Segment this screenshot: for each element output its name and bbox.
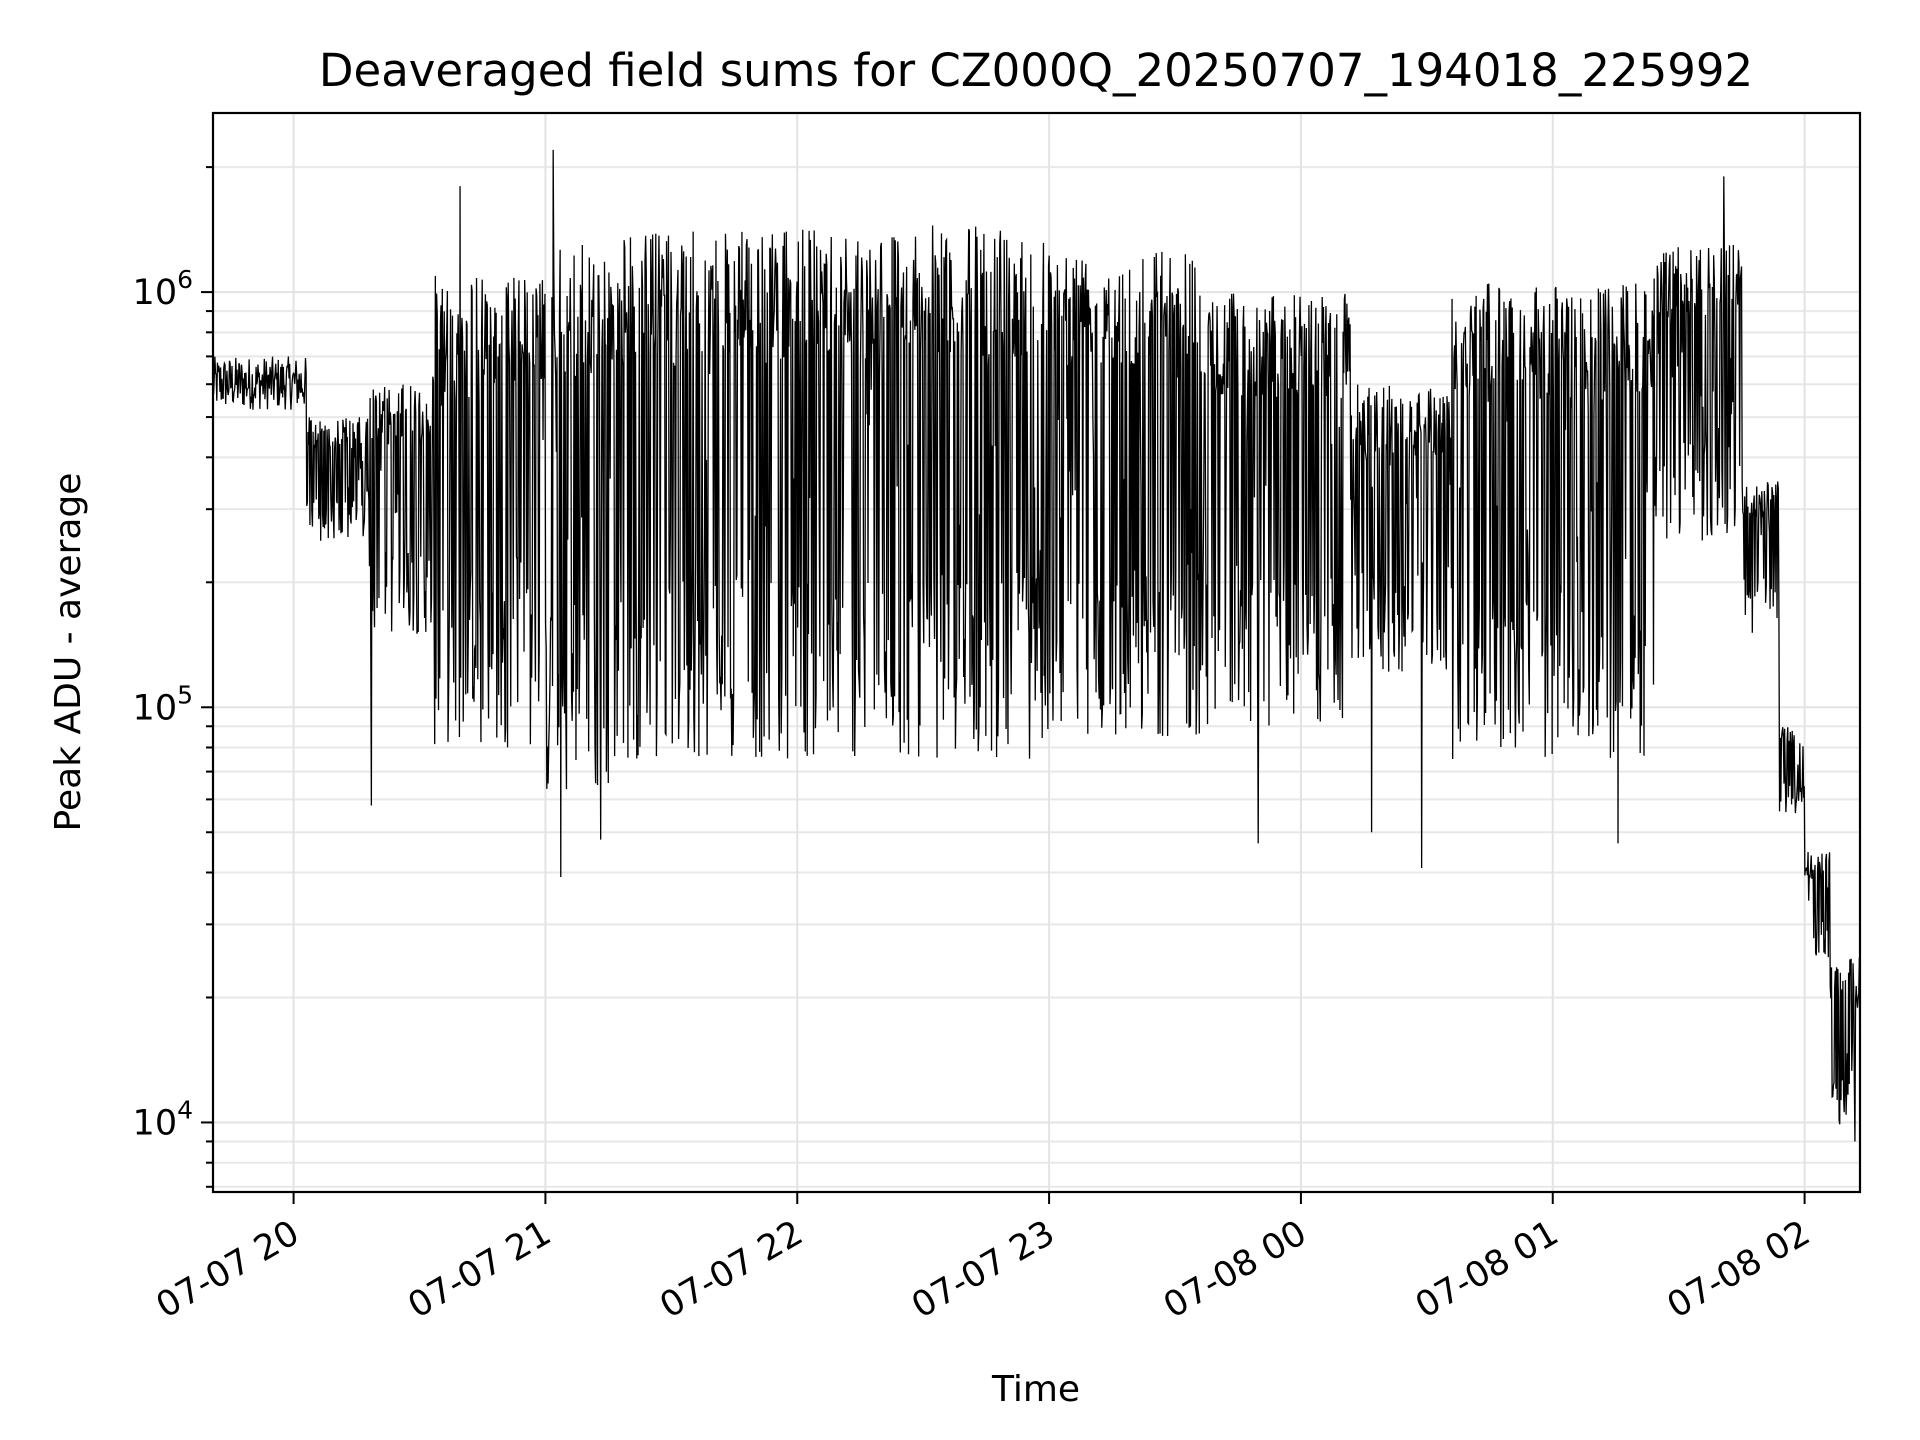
y-tick-label: 104 bbox=[133, 1095, 193, 1143]
x-tick-label: 07-07 20 bbox=[150, 1213, 306, 1326]
y-tick-label: 106 bbox=[133, 265, 193, 313]
series-line bbox=[212, 149, 1861, 1142]
x-tick-label: 07-07 22 bbox=[653, 1213, 809, 1326]
x-tick-label: 07-08 02 bbox=[1661, 1213, 1817, 1326]
x-tick-label: 07-08 01 bbox=[1409, 1213, 1565, 1326]
x-axis-label: Time bbox=[991, 1369, 1080, 1410]
plot-frame bbox=[211, 111, 1862, 1194]
x-tick-label: 07-08 00 bbox=[1157, 1213, 1313, 1326]
x-tick-label: 07-07 21 bbox=[402, 1213, 558, 1326]
y-tick-label: 105 bbox=[133, 680, 193, 728]
chart-title: Deaveraged field sums for CZ000Q_2025070… bbox=[319, 44, 1753, 97]
x-tick-label: 07-07 23 bbox=[905, 1213, 1061, 1326]
y-axis-label: Peak ADU - average bbox=[48, 473, 89, 832]
